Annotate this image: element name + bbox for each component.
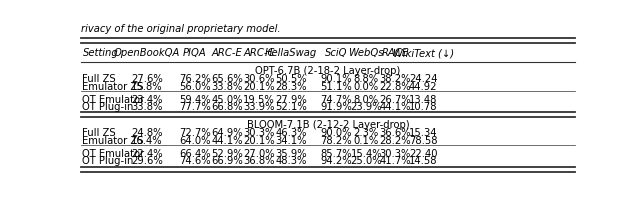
Text: 0.0%: 0.0% (354, 82, 379, 92)
Text: PIQA: PIQA (183, 48, 207, 58)
Text: WikiText (↓): WikiText (↓) (393, 48, 454, 58)
Text: 33.9%: 33.9% (243, 102, 275, 112)
Text: 90.0%: 90.0% (321, 127, 352, 137)
Text: 15.4%: 15.4% (350, 148, 382, 158)
Text: 27.0%: 27.0% (243, 148, 275, 158)
Text: 64.0%: 64.0% (179, 135, 211, 145)
Text: 65.6%: 65.6% (211, 74, 243, 84)
Text: Emulator ZS: Emulator ZS (83, 135, 144, 145)
Text: 30.3%: 30.3% (380, 148, 411, 158)
Text: 24.24: 24.24 (409, 74, 438, 84)
Text: 10.78: 10.78 (409, 102, 438, 112)
Text: 22.4%: 22.4% (131, 148, 163, 158)
Text: 35.9%: 35.9% (275, 148, 307, 158)
Text: 51.1%: 51.1% (321, 82, 352, 92)
Text: Full ZS: Full ZS (83, 74, 116, 84)
Text: 46.3%: 46.3% (276, 127, 307, 137)
Text: 85.7%: 85.7% (321, 148, 352, 158)
Text: ARC-C: ARC-C (243, 48, 275, 58)
Text: 64.9%: 64.9% (211, 127, 243, 137)
Text: 22.40: 22.40 (409, 148, 438, 158)
Text: 74.7%: 74.7% (321, 94, 352, 104)
Text: 44.92: 44.92 (409, 82, 438, 92)
Text: 34.1%: 34.1% (276, 135, 307, 145)
Text: RACE: RACE (381, 48, 408, 58)
Text: OT Plug-in: OT Plug-in (83, 102, 134, 112)
Text: 30.3%: 30.3% (243, 127, 275, 137)
Text: 45.0%: 45.0% (211, 94, 243, 104)
Text: 52.9%: 52.9% (211, 148, 243, 158)
Text: 13.48: 13.48 (409, 94, 437, 104)
Text: Emulator ZS: Emulator ZS (83, 82, 144, 92)
Text: OpenBookQA: OpenBookQA (114, 48, 180, 58)
Text: 74.6%: 74.6% (179, 156, 211, 166)
Text: 0.1%: 0.1% (353, 135, 379, 145)
Text: 33.8%: 33.8% (211, 82, 243, 92)
Text: 16.4%: 16.4% (131, 135, 163, 145)
Text: 8.8%: 8.8% (354, 74, 379, 84)
Text: 44.1%: 44.1% (380, 102, 411, 112)
Text: Full ZS: Full ZS (83, 127, 116, 137)
Text: OT Emulator: OT Emulator (83, 148, 145, 158)
Text: OT Plug-in: OT Plug-in (83, 156, 134, 166)
Text: 91.9%: 91.9% (321, 102, 352, 112)
Text: 14.58: 14.58 (409, 156, 438, 166)
Text: ARC-E: ARC-E (211, 48, 243, 58)
Text: 36.8%: 36.8% (243, 156, 275, 166)
Text: 26.7%: 26.7% (379, 94, 411, 104)
Text: BLOOM-7.1B (2-12-2 Layer-drop): BLOOM-7.1B (2-12-2 Layer-drop) (246, 119, 410, 129)
Text: 19.5%: 19.5% (243, 94, 275, 104)
Text: 22.8%: 22.8% (379, 82, 411, 92)
Text: 20.1%: 20.1% (243, 135, 275, 145)
Text: 77.7%: 77.7% (179, 102, 211, 112)
Text: 94.2%: 94.2% (321, 156, 352, 166)
Text: 36.6%: 36.6% (379, 127, 411, 137)
Text: HellaSwag: HellaSwag (265, 48, 317, 58)
Text: 28.3%: 28.3% (276, 82, 307, 92)
Text: 38.2%: 38.2% (380, 74, 411, 84)
Text: rivacy of the original proprietary model.: rivacy of the original proprietary model… (81, 24, 281, 34)
Text: 76.2%: 76.2% (179, 74, 211, 84)
Text: 78.2%: 78.2% (321, 135, 352, 145)
Text: 8.0%: 8.0% (354, 94, 379, 104)
Text: 2.3%: 2.3% (353, 127, 379, 137)
Text: 15.34: 15.34 (409, 127, 438, 137)
Text: 15.8%: 15.8% (131, 82, 163, 92)
Text: 66.9%: 66.9% (211, 156, 243, 166)
Text: 90.1%: 90.1% (321, 74, 352, 84)
Text: 78.58: 78.58 (409, 135, 438, 145)
Text: OPT-6.7B (2-18-2 Layer-drop): OPT-6.7B (2-18-2 Layer-drop) (255, 66, 401, 76)
Text: WebQs: WebQs (348, 48, 384, 58)
Text: 41.7%: 41.7% (379, 156, 411, 166)
Text: 59.4%: 59.4% (179, 94, 211, 104)
Text: 52.1%: 52.1% (275, 102, 307, 112)
Text: 25.0%: 25.0% (350, 156, 382, 166)
Text: 23.9%: 23.9% (350, 102, 382, 112)
Text: 27.9%: 27.9% (275, 94, 307, 104)
Text: 27.6%: 27.6% (131, 74, 163, 84)
Text: Setting: Setting (83, 48, 118, 58)
Text: SciQ: SciQ (325, 48, 348, 58)
Text: 23.4%: 23.4% (131, 94, 163, 104)
Text: 29.6%: 29.6% (131, 156, 163, 166)
Text: OT Emulator: OT Emulator (83, 94, 145, 104)
Text: 66.8%: 66.8% (211, 102, 243, 112)
Text: 72.7%: 72.7% (179, 127, 211, 137)
Text: 56.0%: 56.0% (179, 82, 211, 92)
Text: 48.3%: 48.3% (276, 156, 307, 166)
Text: 33.8%: 33.8% (131, 102, 163, 112)
Text: 20.1%: 20.1% (243, 82, 275, 92)
Text: 30.6%: 30.6% (243, 74, 275, 84)
Text: 44.1%: 44.1% (211, 135, 243, 145)
Text: 50.5%: 50.5% (275, 74, 307, 84)
Text: 66.4%: 66.4% (179, 148, 211, 158)
Text: 24.8%: 24.8% (131, 127, 163, 137)
Text: 28.2%: 28.2% (379, 135, 411, 145)
